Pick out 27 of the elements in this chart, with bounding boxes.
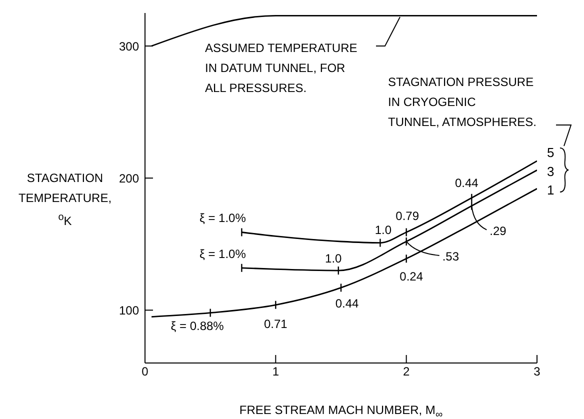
x-tick-label: 3	[534, 364, 541, 379]
annotation: 1.0	[374, 222, 392, 237]
annotation: 0.44	[335, 296, 359, 311]
annotation: 1.0	[325, 252, 342, 266]
annotation: 0.44	[454, 176, 479, 190]
annotation: STAGNATION PRESSURE IN CRYOGENIC TUNNEL, ATMOSPHERES.	[388, 75, 536, 129]
annotation: .29	[490, 224, 507, 238]
annotation: 0.71	[264, 316, 288, 331]
series-label: 1	[547, 182, 554, 198]
y-tick-label: 300	[118, 39, 140, 54]
annotation: .53	[442, 249, 460, 264]
legend-label: 5	[547, 144, 554, 160]
line-series	[150, 188, 537, 318]
annotation: 0.79	[396, 209, 420, 224]
x-tick-label: 0	[142, 364, 149, 379]
y-tick-label: 200	[118, 171, 140, 186]
y-tick-label: 100	[118, 303, 140, 318]
x-axis-title: FREE STREAM MACH NUMBER, M$_{∞}$	[238, 403, 444, 419]
series-label: 3	[547, 164, 554, 180]
x-tick-label: 1	[272, 364, 280, 379]
annotation: ASSUMED TEMPERATURE IN DATUM TUNNEL, FOR ALL PRESSURES.	[205, 41, 358, 95]
annotation: ξ = 1.0%	[199, 211, 246, 226]
y-axis-title: STAGNATION TEMPERATURE, $^{o}$K	[17, 170, 113, 230]
annotation: 0.24	[400, 270, 424, 284]
x-tick-label: 2	[402, 364, 410, 379]
annotation: ξ = 0.88%	[170, 318, 224, 333]
annotation: ξ = 1.0%	[199, 246, 246, 261]
